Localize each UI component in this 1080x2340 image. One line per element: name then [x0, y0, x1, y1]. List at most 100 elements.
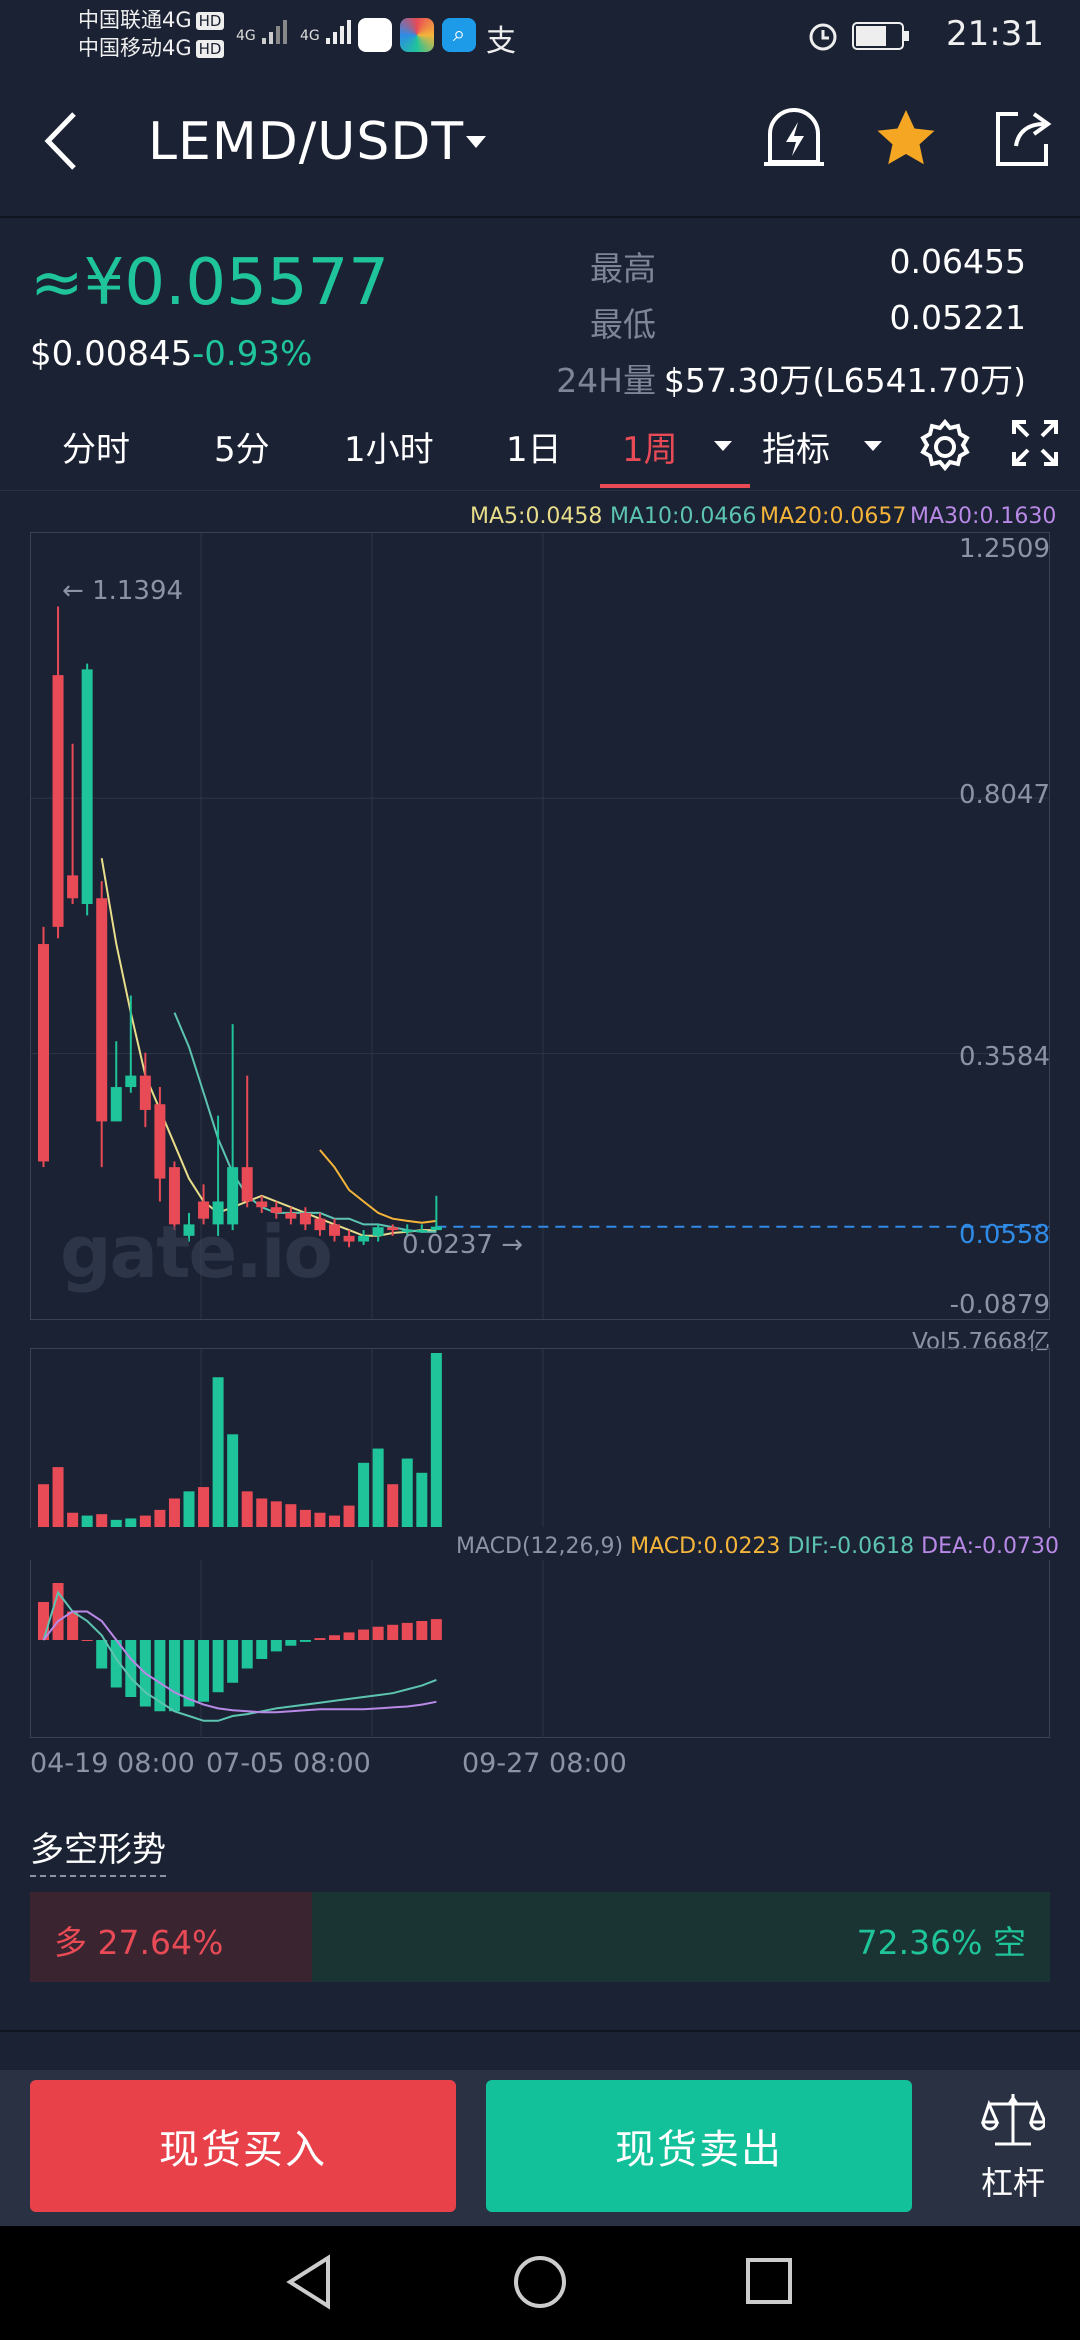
price-alert-icon[interactable] — [758, 102, 830, 178]
high-label: 最高 — [590, 249, 656, 288]
volume-bar — [358, 1462, 370, 1527]
ma10-legend: MA10:0.0466 — [610, 504, 757, 529]
favorite-star-icon[interactable] — [874, 106, 938, 174]
macd-bar — [314, 1638, 326, 1640]
hd-badge: HD — [195, 12, 225, 30]
active-tab-underline — [600, 484, 750, 488]
candle-body — [198, 1201, 210, 1219]
volume-bar — [38, 1484, 49, 1527]
candlestick-svg — [31, 533, 1049, 1319]
status-bar: 中国联通4G HD 中国移动4G HD 4G 4G ⌕ 支 21:31 — [0, 0, 1080, 72]
tab-1hour[interactable]: 1小时 — [344, 430, 434, 470]
y-tick-2: 0.8047 — [959, 780, 1050, 810]
candle-body — [154, 1104, 166, 1179]
candle-body — [125, 1075, 137, 1088]
macd-bar — [401, 1622, 413, 1640]
ma10-line — [173, 1012, 437, 1233]
tabs-divider — [0, 490, 1080, 491]
dea-line — [42, 1610, 437, 1714]
volume-bar — [372, 1448, 384, 1527]
last-price: ≈¥0.05577 — [30, 246, 389, 320]
back-icon[interactable] — [40, 108, 80, 178]
macd-bar — [270, 1640, 282, 1652]
candlestick-chart[interactable] — [30, 532, 1050, 1320]
candle-body — [358, 1235, 370, 1242]
volume-bar — [241, 1491, 253, 1527]
candle-body — [430, 1226, 442, 1231]
x-label-2: 07-05 08:00 — [206, 1748, 371, 1779]
volume-bar — [270, 1501, 282, 1527]
volume-bar — [430, 1353, 442, 1527]
app-notification-icon — [358, 18, 392, 52]
high-value: 0.06455 — [889, 242, 1026, 281]
macd-bar — [67, 1611, 79, 1640]
leverage-button[interactable]: 杠杆 — [958, 2088, 1068, 2204]
tab-5min[interactable]: 5分 — [214, 430, 270, 470]
interval-dropdown-icon[interactable] — [712, 438, 734, 457]
candle-body — [343, 1235, 355, 1242]
candle-body — [81, 669, 93, 904]
long-short-title[interactable]: 多空形势 — [30, 1822, 166, 1877]
tab-1day[interactable]: 1日 — [506, 430, 562, 470]
indicator-dropdown-icon[interactable] — [862, 438, 884, 457]
signal-icon: 4G — [300, 18, 354, 44]
macd-bar — [416, 1621, 428, 1640]
nav-back-icon[interactable] — [284, 2254, 334, 2314]
candle-body — [387, 1227, 399, 1231]
volume-bar — [285, 1504, 297, 1527]
macd-bar — [329, 1635, 340, 1640]
spot-sell-button[interactable]: 现货卖出 — [486, 2080, 912, 2212]
candle-body — [67, 875, 79, 899]
dea-value: DEA:-0.0730 — [921, 1534, 1059, 1559]
watermark-logo: gate.io — [60, 1210, 333, 1294]
macd-bar — [241, 1640, 253, 1669]
volume-bar — [198, 1487, 210, 1527]
nav-home-icon[interactable] — [512, 2254, 568, 2314]
y-tick-5: -0.0879 — [949, 1290, 1050, 1320]
carrier-2: 中国移动4G — [78, 36, 192, 60]
candle-body — [139, 1075, 151, 1110]
macd-bar — [96, 1640, 108, 1669]
usd-price: $0.00845 — [30, 334, 193, 374]
price-change: -0.93% — [192, 334, 313, 374]
fullscreen-icon[interactable] — [1010, 418, 1060, 472]
volume-bar — [96, 1514, 108, 1527]
volume-bar — [183, 1491, 195, 1527]
macd-value: MACD:0.0223 — [630, 1534, 781, 1559]
min-price-value: 0.0237 — [402, 1230, 493, 1260]
header: LEMD/USDT — [0, 72, 1080, 216]
pair-title[interactable]: LEMD/USDT — [148, 112, 465, 172]
nav-recents-icon[interactable] — [744, 2256, 794, 2310]
volume-label: 24H量 — [556, 361, 656, 400]
candle-body — [329, 1224, 340, 1236]
low-value: 0.05221 — [889, 298, 1026, 337]
volume-bar — [154, 1509, 166, 1527]
volume-bar — [139, 1515, 151, 1527]
macd-svg — [38, 1560, 544, 1738]
volume-bar — [227, 1434, 239, 1527]
macd-title: MACD(12,26,9) — [456, 1534, 624, 1559]
scale-icon — [980, 2094, 1048, 2146]
macd-legend: MACD(12,26,9) MACD:0.0223 DIF:-0.0618 DE… — [456, 1534, 1059, 1559]
share-icon[interactable] — [990, 108, 1054, 176]
left-arrow-icon: ← — [62, 576, 93, 606]
volume-bar — [416, 1472, 428, 1527]
short-ratio-label: 72.36% 空 — [856, 1923, 1026, 1962]
candle-body — [314, 1218, 326, 1231]
candle-body — [96, 898, 108, 1122]
macd-bar — [343, 1632, 355, 1640]
volume-value: $57.30万(L6541.70万) — [663, 361, 1026, 400]
volume-svg — [38, 1349, 544, 1527]
spot-buy-button[interactable]: 现货买入 — [30, 2080, 456, 2212]
macd-bar — [358, 1629, 370, 1640]
tab-1week[interactable]: 1周 — [622, 430, 678, 470]
macd-bar — [198, 1640, 210, 1702]
tab-timeshare[interactable]: 分时 — [62, 430, 130, 470]
settings-gear-icon[interactable] — [916, 418, 974, 480]
macd-bar — [387, 1624, 399, 1640]
tab-indicators[interactable]: 指标 — [762, 430, 830, 470]
ma30-legend: MA30:0.1630 — [910, 504, 1057, 529]
candle-body — [212, 1201, 224, 1225]
header-divider — [0, 216, 1080, 218]
pair-dropdown-icon[interactable] — [464, 134, 488, 154]
